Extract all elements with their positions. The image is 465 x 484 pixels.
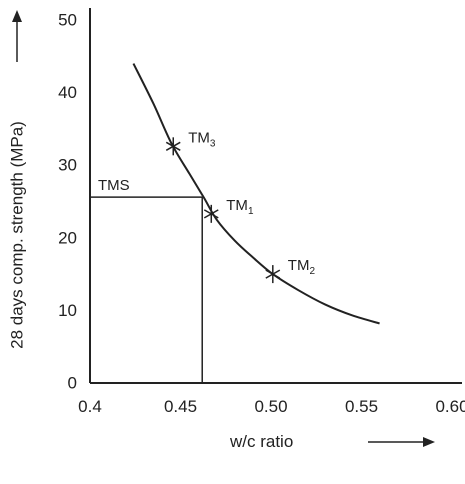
y-axis-arrowhead [12, 10, 22, 22]
marker-label: TM2 [288, 257, 316, 277]
x-tick-label: 0.4 [78, 397, 102, 416]
marker-label-base: TM [226, 197, 248, 214]
x-tick-label: 0.50 [254, 397, 287, 416]
y-tick-label: 0 [68, 374, 77, 393]
y-axis-title: 28 days comp. strength (MPa) [8, 121, 27, 349]
strength-curve [132, 63, 380, 325]
reference-lines: TMS [90, 177, 203, 383]
x-tick-label: 0.55 [345, 397, 378, 416]
marker-label: TM1 [226, 197, 254, 217]
x-axis-title: w/c ratio [229, 432, 293, 451]
x-tick-labels: 0.4 0.45 0.50 0.55 0.60 [78, 397, 465, 416]
marker-label-subscript: 3 [210, 138, 216, 149]
marker-label-subscript: 1 [248, 206, 254, 217]
marker-cross-diagonal [265, 269, 281, 279]
tms-label: TMS [98, 177, 130, 194]
x-tick-label: 0.60 [435, 397, 465, 416]
y-tick-label: 20 [58, 228, 77, 247]
x-tick-label: 0.45 [164, 397, 197, 416]
y-tick-label: 50 [58, 11, 77, 30]
marker-label-base: TM [288, 257, 310, 274]
marker-label-subscript: 2 [309, 266, 315, 277]
marker-cross-diagonal [165, 141, 181, 151]
marker-cross-diagonal [203, 209, 219, 219]
y-tick-labels: 0 10 20 30 40 50 [58, 11, 77, 393]
y-tick-label: 30 [58, 156, 77, 175]
x-axis-arrowhead [423, 437, 435, 447]
marker-label-base: TM [188, 129, 210, 146]
y-tick-label: 40 [58, 83, 77, 102]
y-axis-title-group: 28 days comp. strength (MPa) [8, 10, 27, 349]
marker-label: TM3 [188, 129, 216, 149]
plot-frame [89, 8, 462, 384]
y-tick-label: 10 [58, 301, 77, 320]
